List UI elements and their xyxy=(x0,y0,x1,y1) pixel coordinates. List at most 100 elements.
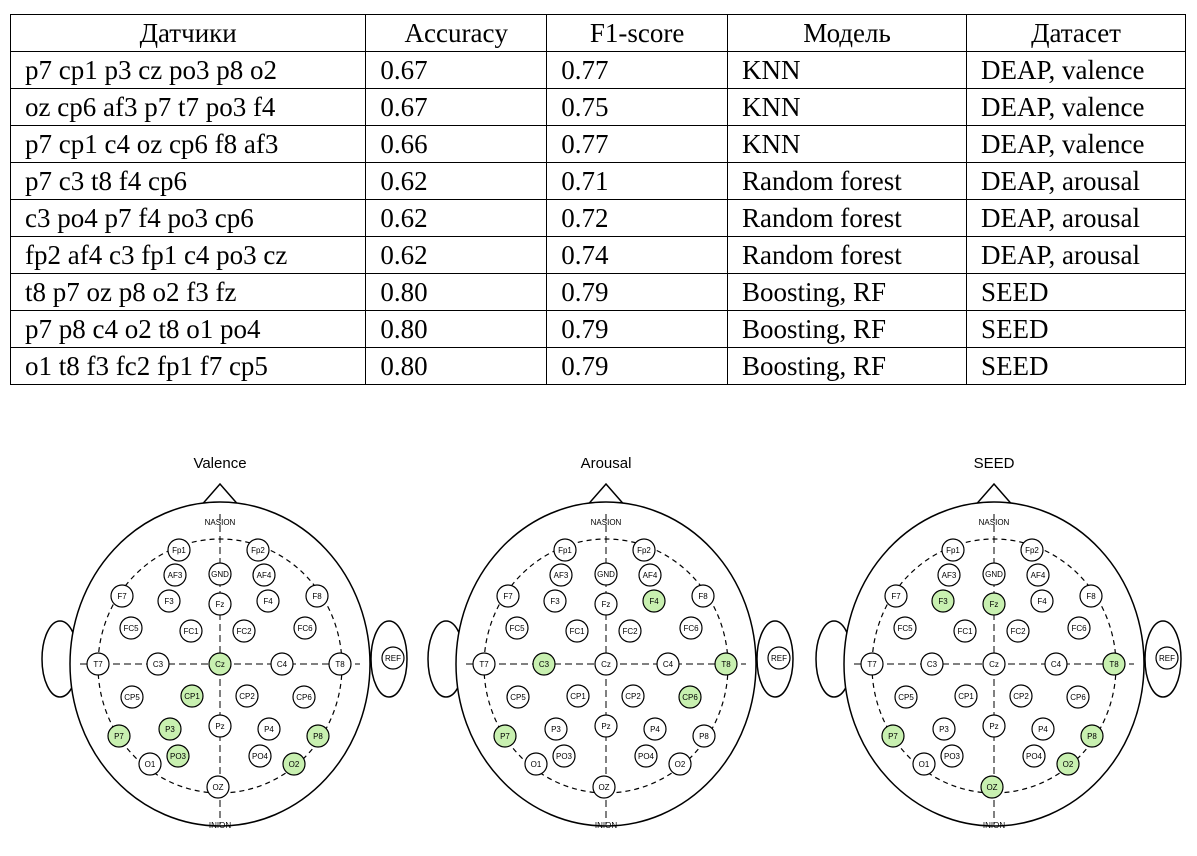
cell-model: KNN xyxy=(727,51,968,89)
electrode-circle xyxy=(544,717,568,741)
cell-f1-score: 0.75 xyxy=(546,88,729,126)
electrode-label: GND xyxy=(597,570,615,579)
header-sensors: Датчики xyxy=(9,14,367,52)
electrode-label: O2 xyxy=(289,760,300,769)
electrode-circle xyxy=(920,652,944,676)
electrode-circle-highlighted xyxy=(158,717,182,741)
electrode-circle xyxy=(937,563,961,587)
electrode-fz: Fz xyxy=(208,592,232,616)
electrode-label: T8 xyxy=(1109,660,1119,669)
electrode-label: PO3 xyxy=(944,752,961,761)
cell-f1-score: 0.79 xyxy=(546,310,729,348)
electrode-label: C3 xyxy=(927,660,938,669)
header-accuracy: Accuracy xyxy=(365,14,548,52)
electrode-circle xyxy=(235,684,259,708)
table-row: p7 p8 c4 o2 t8 o1 po4 0.80 0.79 Boosting… xyxy=(9,310,1186,348)
electrode-label: FC2 xyxy=(1010,627,1026,636)
electrode-label: CP6 xyxy=(1070,693,1086,702)
cell-dataset: DEAP, arousal xyxy=(966,236,1186,274)
electrode-circle xyxy=(552,744,576,768)
electrode-circle xyxy=(594,714,618,738)
electrode-fz: Fz xyxy=(982,592,1006,616)
electrode-fz: Fz xyxy=(594,592,618,616)
nasion-label: NASION xyxy=(979,518,1010,527)
inion-label: INION xyxy=(595,821,617,830)
cell-model: Boosting, RF xyxy=(727,310,968,348)
electrode-circle xyxy=(472,652,496,676)
electrode-circle-highlighted xyxy=(714,652,738,676)
electrode-label: PO3 xyxy=(556,752,573,761)
electrode-circle xyxy=(206,775,230,799)
electrode-circle xyxy=(246,538,270,562)
electrode-cp2: CP2 xyxy=(1009,684,1033,708)
electrode-f7: F7 xyxy=(110,584,134,608)
electrode-circle-highlighted xyxy=(166,744,190,768)
electrode-circle xyxy=(893,616,917,640)
electrode-af4: AF4 xyxy=(638,563,662,587)
electrode-p7: P7 xyxy=(493,724,517,748)
electrode-ref: REF xyxy=(767,646,791,670)
electrode-circle xyxy=(982,652,1006,676)
electrode-label: OZ xyxy=(212,783,223,792)
electrode-label: P3 xyxy=(939,725,949,734)
electrode-circle xyxy=(1022,744,1046,768)
electrode-p3: P3 xyxy=(932,717,956,741)
electrode-circle xyxy=(208,592,232,616)
electrode-label: CP6 xyxy=(682,693,698,702)
electrode-circle xyxy=(138,752,162,776)
electrode-label: Fz xyxy=(990,600,999,609)
table-row: p7 cp1 p3 cz po3 p8 o2 0.67 0.77 KNN DEA… xyxy=(9,51,1186,89)
cell-model: Random forest xyxy=(727,199,968,237)
electrode-label: AF3 xyxy=(168,571,183,580)
electrode-oz: OZ xyxy=(206,775,230,799)
electrode-circle xyxy=(638,563,662,587)
electrode-label: AF4 xyxy=(1031,571,1046,580)
electrode-fc2: FC2 xyxy=(618,619,642,643)
electrode-circle-highlighted xyxy=(642,589,666,613)
electrode-circle-highlighted xyxy=(881,724,905,748)
electrode-label: O2 xyxy=(1063,760,1074,769)
electrode-gnd: GND xyxy=(208,562,232,586)
electrode-pz: Pz xyxy=(594,714,618,738)
cell-accuracy: 0.80 xyxy=(365,347,548,385)
electrode-circle xyxy=(592,775,616,799)
electrode-fc1: FC1 xyxy=(179,619,203,643)
electrode-circle-highlighted xyxy=(1080,724,1104,748)
electrode-circle-highlighted xyxy=(493,724,517,748)
electrode-label: Fp1 xyxy=(946,546,960,555)
table-row: t8 p7 oz p8 o2 f3 fz 0.80 0.79 Boosting,… xyxy=(9,273,1186,311)
electrode-circle xyxy=(524,752,548,776)
electrode-label: CP1 xyxy=(184,692,200,701)
electrode-label: O1 xyxy=(919,760,930,769)
cell-sensors: p7 c3 t8 f4 cp6 xyxy=(9,162,367,200)
electrode-circle xyxy=(656,652,680,676)
electrode-fp2: Fp2 xyxy=(632,538,656,562)
electrode-fc6: FC6 xyxy=(293,616,317,640)
cell-model: Boosting, RF xyxy=(727,273,968,311)
cell-dataset: SEED xyxy=(966,273,1186,311)
electrode-circle xyxy=(1020,538,1044,562)
electrode-cp6: CP6 xyxy=(678,685,702,709)
electrode-f4: F4 xyxy=(642,589,666,613)
electrode-label: FC5 xyxy=(897,624,913,633)
electrode-label: FC6 xyxy=(297,624,313,633)
electrode-label: O1 xyxy=(531,760,542,769)
electrode-label: P4 xyxy=(264,725,274,734)
electrode-cp6: CP6 xyxy=(292,685,316,709)
electrode-label: P8 xyxy=(1087,732,1097,741)
electrode-circle xyxy=(594,652,618,676)
electrode-label: P8 xyxy=(699,732,709,741)
electrode-circle xyxy=(894,685,918,709)
electrode-t8: T8 xyxy=(714,652,738,676)
electrode-circle xyxy=(594,592,618,616)
electrode-label: T7 xyxy=(479,660,489,669)
electrode-circle xyxy=(1079,584,1103,608)
electrode-label: REF xyxy=(385,654,401,663)
electrode-label: P3 xyxy=(165,725,175,734)
electrode-fc1: FC1 xyxy=(565,619,589,643)
electrode-label: PO4 xyxy=(638,752,655,761)
cell-f1-score: 0.74 xyxy=(546,236,729,274)
electrode-label: FC6 xyxy=(683,624,699,633)
electrode-label: PO4 xyxy=(252,752,269,761)
electrode-fc5: FC5 xyxy=(893,616,917,640)
